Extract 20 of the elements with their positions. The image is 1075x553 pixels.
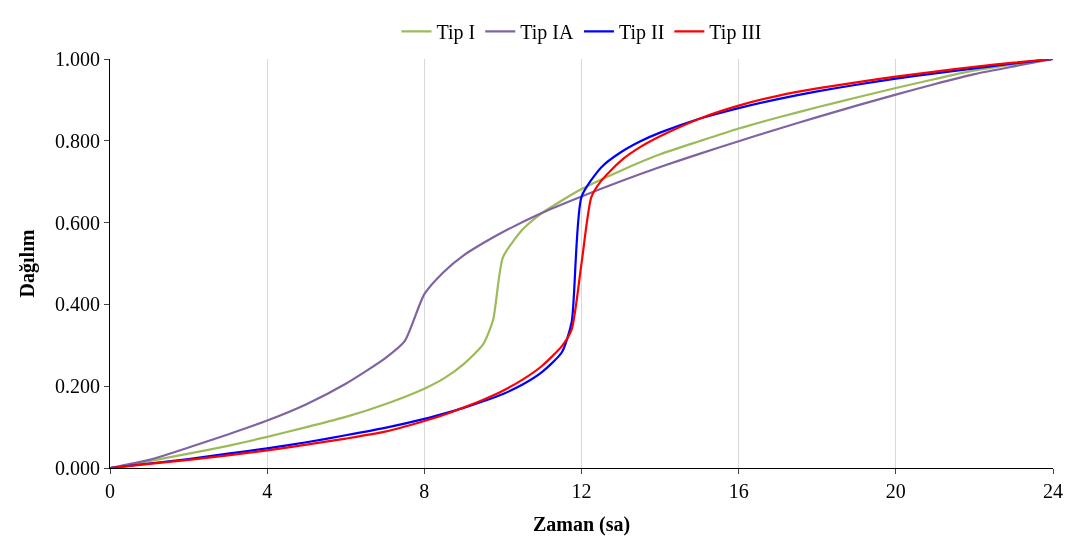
x-tick-label: 0: [105, 480, 115, 502]
legend-label: Tip III: [709, 21, 762, 45]
legend-label: Tip I: [436, 21, 476, 45]
y-tick-label: 0.200: [55, 375, 100, 398]
x-axis-title: Zaman (sa): [532, 512, 631, 536]
y-tick-label: 1.000: [55, 48, 100, 70]
y-tick-label: 0.000: [55, 457, 100, 479]
y-tick-label: 0.400: [55, 293, 100, 316]
line-series: [110, 59, 1053, 468]
y-axis-title: Dağılım: [15, 229, 39, 298]
x-tick-label: 4: [262, 480, 273, 502]
y-tick-label: 0.600: [55, 211, 100, 234]
x-tick-label: 16: [728, 480, 749, 502]
x-tick-label: 8: [419, 480, 430, 502]
y-tick-label: 0.800: [55, 129, 100, 152]
legend-label: Tip II: [618, 21, 665, 45]
legend-label: Tip IA: [520, 21, 574, 45]
x-tick-label: 24: [1043, 480, 1063, 502]
x-tick-label: 20: [885, 480, 906, 502]
x-tick-label: 12: [571, 480, 592, 502]
